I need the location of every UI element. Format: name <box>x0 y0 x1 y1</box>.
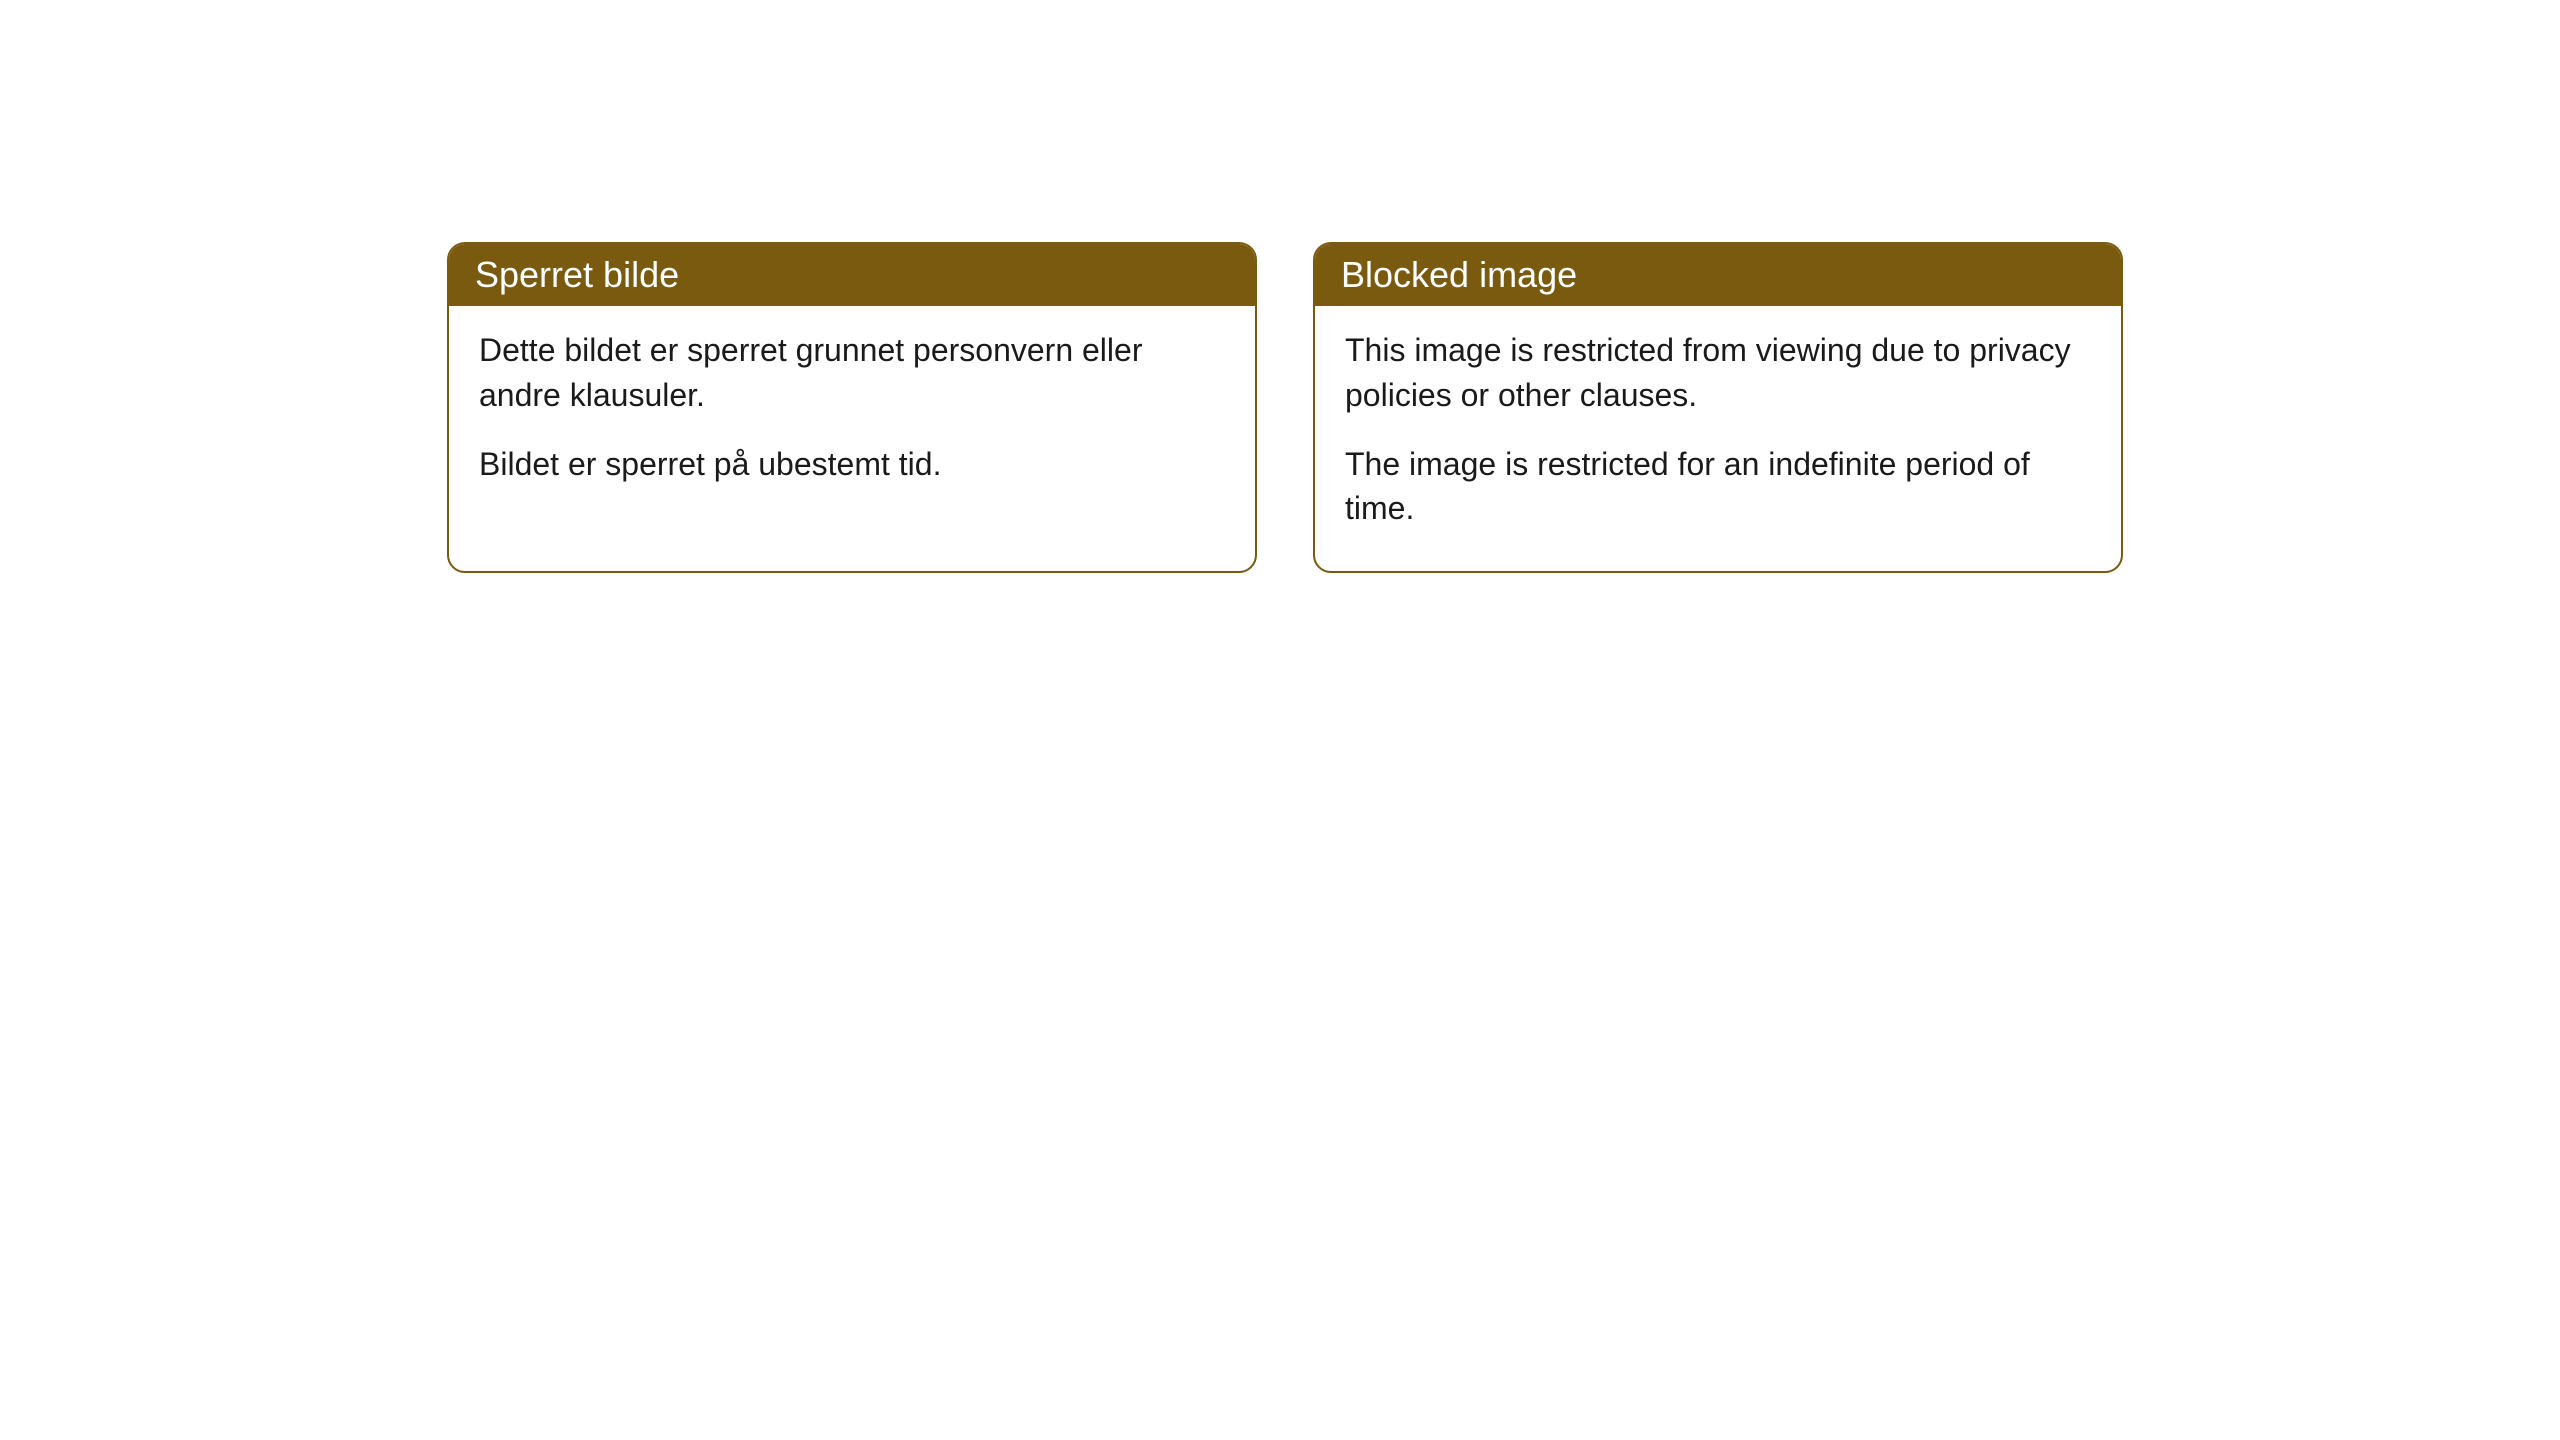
card-header-english: Blocked image <box>1315 244 2121 306</box>
card-paragraph2-norwegian: Bildet er sperret på ubestemt tid. <box>479 442 1225 487</box>
card-title-english: Blocked image <box>1341 254 1577 295</box>
card-body-norwegian: Dette bildet er sperret grunnet personve… <box>449 306 1255 526</box>
card-title-norwegian: Sperret bilde <box>475 254 679 295</box>
card-paragraph1-norwegian: Dette bildet er sperret grunnet personve… <box>479 328 1225 418</box>
card-header-norwegian: Sperret bilde <box>449 244 1255 306</box>
notice-card-english: Blocked image This image is restricted f… <box>1313 242 2123 573</box>
card-paragraph2-english: The image is restricted for an indefinit… <box>1345 442 2091 532</box>
card-body-english: This image is restricted from viewing du… <box>1315 306 2121 571</box>
notice-cards-container: Sperret bilde Dette bildet er sperret gr… <box>447 242 2123 573</box>
card-paragraph1-english: This image is restricted from viewing du… <box>1345 328 2091 418</box>
notice-card-norwegian: Sperret bilde Dette bildet er sperret gr… <box>447 242 1257 573</box>
